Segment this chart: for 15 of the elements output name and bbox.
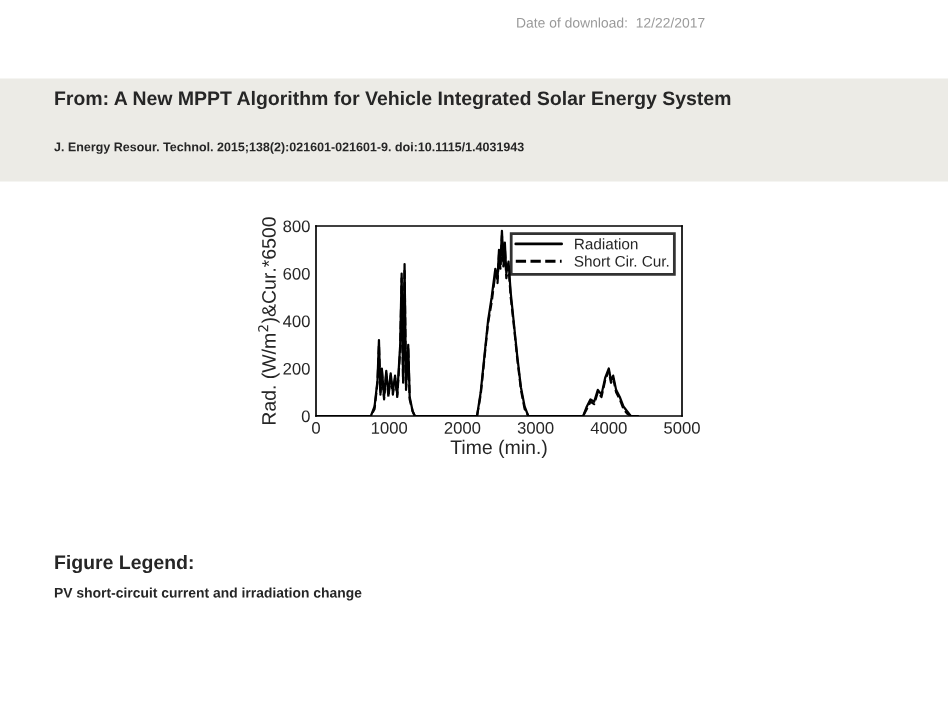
x-tick-label: 5000 <box>664 422 700 434</box>
text: Figure Legend: <box>55 554 193 574</box>
y-tick-label: 0 <box>301 410 310 423</box>
y-tick-label: 200 <box>283 362 310 375</box>
y-axis-title: Rad. (W/m$^{2}$)&Cur.*6500 <box>258 217 280 425</box>
x-axis-title: Time (min.) <box>450 439 547 458</box>
x-tick-label: 0 <box>312 422 320 434</box>
x-tick-label: 2000 <box>444 422 481 434</box>
x-tick-label: 3000 <box>517 422 554 434</box>
chart-title: From: A New MPPT Algorithm for Vehicle Integrated Solar Energy System <box>55 90 731 110</box>
y-tick-label: 600 <box>283 267 310 280</box>
y-tick-label: 800 <box>283 220 310 233</box>
x-tick-label: 4000 <box>590 422 627 434</box>
x-tick-label: 1000 <box>371 422 408 434</box>
y-tick-label: 400 <box>283 315 310 328</box>
